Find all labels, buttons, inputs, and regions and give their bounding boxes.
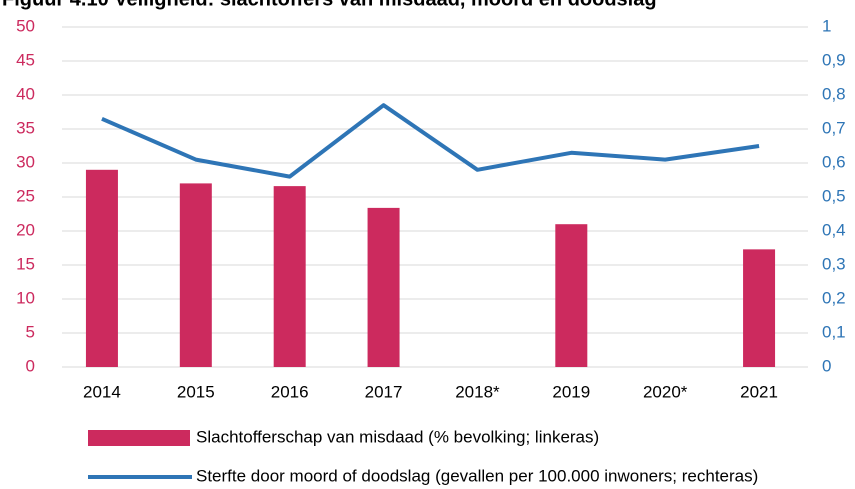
- y-tick-label: 20: [16, 220, 35, 239]
- y2-tick-label: 0,2: [822, 288, 846, 307]
- x-tick-label: 2018*: [455, 382, 500, 401]
- x-tick-label: 2019: [552, 382, 590, 401]
- y2-tick-label: 0,4: [822, 220, 846, 239]
- bar: [555, 224, 588, 367]
- y-tick-label: 5: [26, 322, 35, 341]
- y-tick-label: 35: [16, 118, 35, 137]
- line: [101, 103, 760, 179]
- x-tick-label: 2020*: [643, 382, 688, 401]
- bar: [273, 186, 306, 367]
- x-tick-label: 2016: [271, 382, 309, 401]
- y-tick-label: 0: [26, 356, 35, 375]
- bar: [85, 169, 118, 367]
- x-tick-label: 2017: [365, 382, 403, 401]
- y2-tick-label: 0,6: [822, 152, 846, 171]
- chart-title: Figuur 4.10 Veiligheid: slachtoffers van…: [2, 0, 657, 10]
- y2-tick-label: 0,5: [822, 186, 846, 205]
- bar: [179, 183, 212, 367]
- legend-label: Slachtofferschap van misdaad (% bevolkin…: [196, 427, 599, 446]
- bar: [743, 249, 776, 367]
- x-tick-label: 2021: [740, 382, 778, 401]
- y-tick-label: 40: [16, 84, 35, 103]
- y2-tick-label: 0,9: [822, 50, 846, 69]
- y2-tick-label: 0,1: [822, 322, 846, 341]
- y-tick-label: 25: [16, 186, 35, 205]
- legend-label: Sterfte door moord of doodslag (gevallen…: [196, 466, 758, 485]
- y2-tick-label: 0,8: [822, 84, 846, 103]
- y-tick-label: 15: [16, 254, 35, 273]
- y-tick-label: 30: [16, 152, 35, 171]
- y2-tick-label: 0: [822, 356, 831, 375]
- y2-tick-label: 0,3: [822, 254, 846, 273]
- legend-swatch: [88, 430, 190, 446]
- y-tick-label: 50: [16, 16, 35, 35]
- x-tick-label: 2014: [83, 382, 121, 401]
- x-tick-label: 2015: [177, 382, 215, 401]
- y-tick-label: 45: [16, 50, 35, 69]
- y-tick-label: 10: [16, 288, 35, 307]
- y2-tick-label: 0,7: [822, 118, 846, 137]
- bar: [367, 207, 400, 367]
- y2-tick-label: 1: [822, 16, 831, 35]
